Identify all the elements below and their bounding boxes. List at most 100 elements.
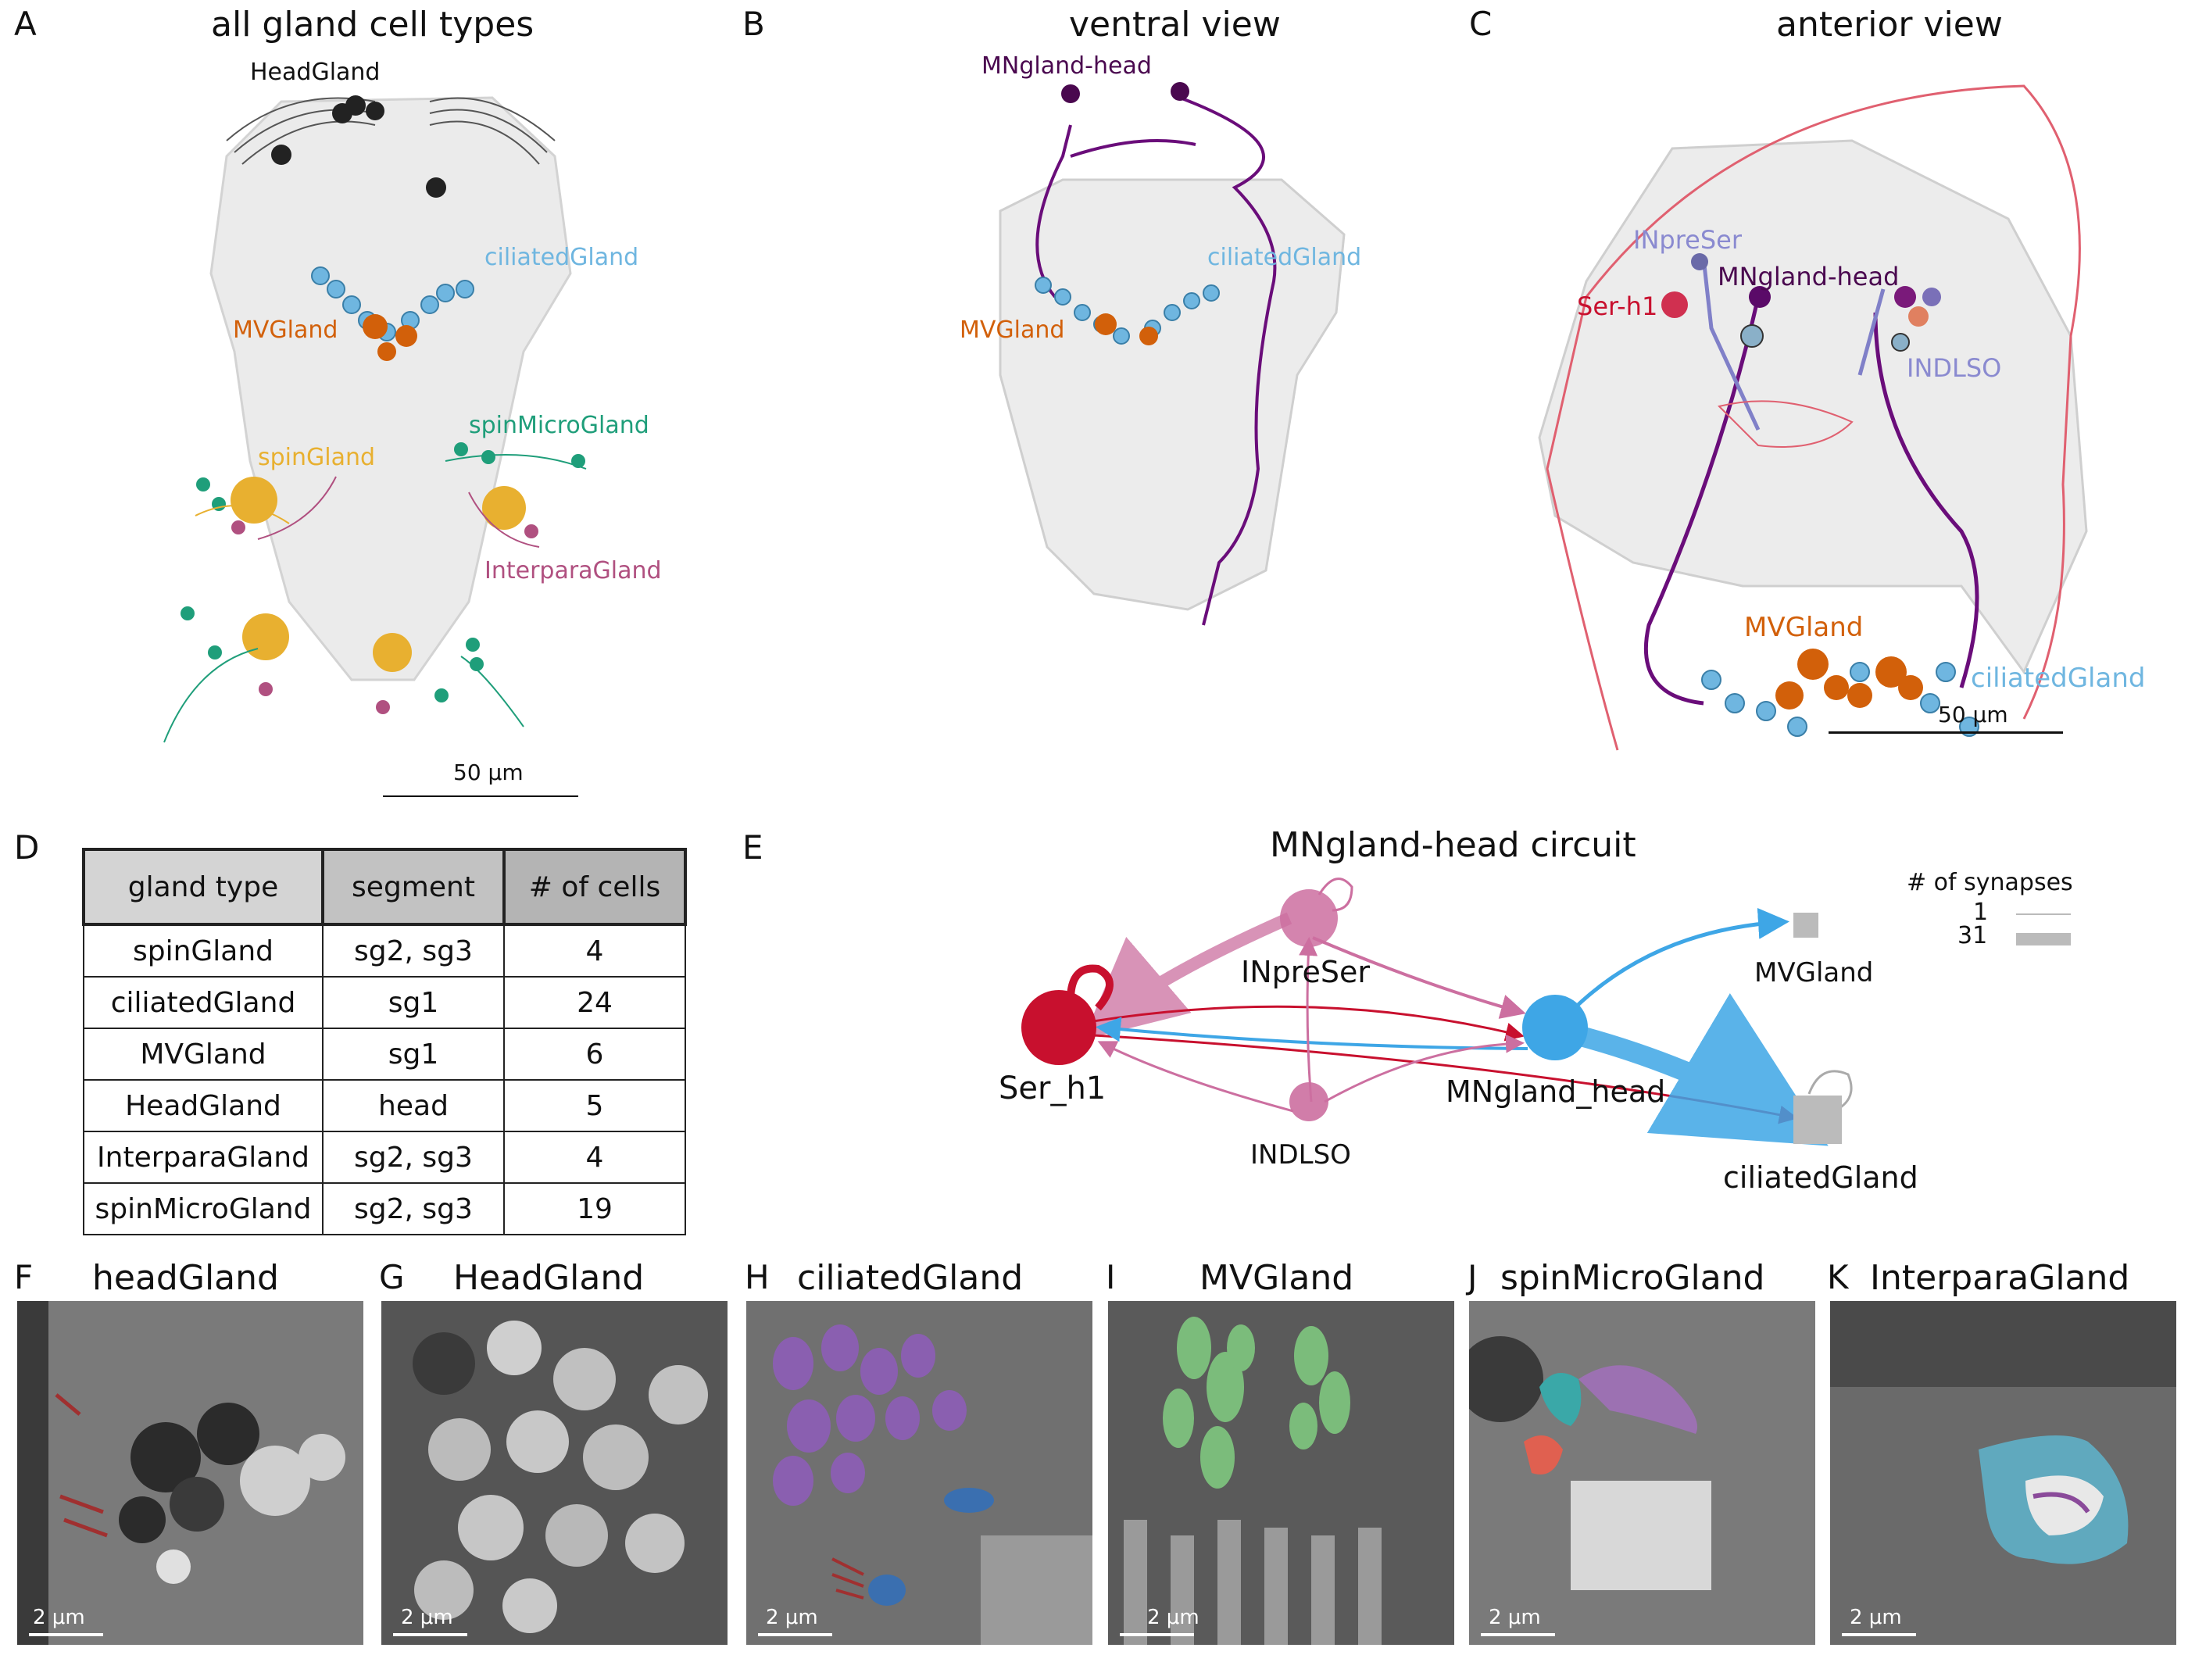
interpara-gland-cells [231, 520, 538, 714]
panel-g-letter: G [379, 1258, 405, 1296]
scale-text-h: 2 μm [766, 1606, 818, 1629]
scale-bar-a [383, 795, 578, 797]
panel-j-letter: J [1468, 1258, 1478, 1296]
node-ciliatedgland [1793, 1096, 1842, 1144]
edge-inpre-ser [1082, 912, 1292, 1040]
header-num-cells: # of cells [502, 848, 687, 926]
head-gland-cells [271, 95, 446, 198]
node-label-indlso: INDLSO [1250, 1139, 1351, 1171]
panel-k-title: InterparaGland [1870, 1258, 2130, 1298]
table-row: spinGland sg2, sg3 4 [83, 924, 686, 978]
table-row: MVGland sg1 6 [83, 1028, 686, 1081]
spin-micro-gland-cells [181, 442, 585, 702]
node-label-mngland-head: MNgland_head [1446, 1074, 1666, 1109]
cell: spinGland [83, 924, 324, 978]
header-segment: segment [321, 848, 506, 926]
label-mv-gland-b: MVGland [960, 316, 1065, 344]
scale-text-j: 2 μm [1489, 1606, 1541, 1629]
node-mvgland [1793, 913, 1818, 938]
table-row: InterparaGland sg2, sg3 4 [83, 1131, 686, 1184]
legend-max: 31 [1957, 922, 1988, 949]
scale-bar-c [1829, 731, 2063, 734]
em-image-f: 2 μm [17, 1301, 363, 1645]
panel-a-title: all gland cell types [211, 5, 534, 45]
mv-gland-cells [1095, 313, 1158, 345]
panel-c-title: anterior view [1776, 5, 2003, 45]
table-row: HeadGland head 5 [83, 1079, 686, 1132]
panel-c-figure [1538, 84, 2088, 751]
edge-ser-mn [1078, 1005, 1525, 1042]
panel-f-title: headGland [92, 1258, 279, 1298]
table-row: spinMicroGland sg2, sg3 19 [83, 1182, 686, 1235]
edge-mn-ser [1096, 1017, 1528, 1050]
label-mv-gland-c: MVGland [1744, 612, 1864, 643]
em-image-i: 2 μm [1108, 1301, 1454, 1645]
ser-left-loop [1546, 296, 1619, 751]
panel-e-title: MNgland-head circuit [1270, 825, 1636, 865]
header-gland-type: gland type [82, 848, 324, 926]
label-ciliated-gland: ciliatedGland [484, 244, 639, 271]
node-inpreser [1280, 889, 1338, 947]
edge-indlso-mn [1324, 1034, 1525, 1103]
cell: ciliatedGland [83, 976, 324, 1029]
label-interpara-gland: InterparaGland [484, 557, 662, 584]
panel-e-letter: E [742, 828, 763, 867]
scale-bar-h [758, 1633, 832, 1636]
panel-c-letter: C [1469, 5, 1493, 43]
self-loop-cil [1807, 1070, 1853, 1115]
label-ser-h1-c: Ser-h1 [1577, 291, 1658, 321]
self-loop-ser [1067, 964, 1114, 1011]
scale-text-i: 2 μm [1147, 1606, 1199, 1629]
body-outline [1538, 139, 2088, 674]
scale-text-f: 2 μm [33, 1606, 85, 1629]
em-image-j: 2 μm [1469, 1301, 1815, 1645]
em-image-h: 2 μm [746, 1301, 1092, 1645]
node-label-inpreser: INpreSer [1241, 955, 1371, 989]
panel-b-figure [999, 82, 1346, 626]
scale-bar-i [1120, 1633, 1194, 1636]
cell: 4 [503, 1131, 686, 1184]
circuit-graph [1021, 878, 2071, 1146]
cell: MVGland [83, 1028, 324, 1081]
label-spin-micro-gland: spinMicroGland [469, 412, 649, 439]
edge-mn-cil [1560, 993, 1829, 1146]
scale-text-c: 50 μm [1938, 702, 2008, 727]
label-head-gland: HeadGland [250, 59, 381, 86]
scale-bar-j [1481, 1633, 1555, 1636]
panel-j-title: spinMicroGland [1500, 1258, 1765, 1298]
scale-text-k: 2 μm [1850, 1606, 1902, 1629]
gland-table: gland type segment # of cells spinGland s… [82, 848, 687, 1235]
scale-bar-g [393, 1633, 467, 1636]
cell: 4 [503, 924, 686, 978]
node-mngland-head [1522, 995, 1588, 1060]
panel-h-title: ciliatedGland [797, 1258, 1024, 1298]
cell: sg1 [322, 1028, 505, 1081]
body-outline [209, 96, 572, 681]
scale-bar-f [29, 1633, 103, 1636]
label-mn-gland-head-c: MNgland-head [1718, 262, 1900, 291]
cell: spinMicroGland [83, 1182, 324, 1235]
cell: InterparaGland [83, 1131, 324, 1184]
label-mn-gland-head-b: MNgland-head [981, 52, 1152, 80]
edge-mn-mv [1573, 907, 1789, 1010]
gland-processes [163, 454, 587, 743]
panel-h-letter: H [745, 1258, 770, 1296]
ciliated-gland-cells-c [1701, 662, 1979, 737]
panel-i-title: MVGland [1199, 1258, 1354, 1298]
table-row: ciliatedGland sg1 24 [83, 976, 686, 1029]
legend-min: 1 [1973, 899, 1989, 926]
panel-b-letter: B [742, 5, 765, 43]
node-label-mvgland: MVGland [1754, 957, 1874, 988]
panel-i-letter: I [1106, 1258, 1116, 1296]
scale-bar-k [1842, 1633, 1916, 1636]
em-image-k: 2 μm [1830, 1301, 2176, 1645]
panel-d-letter: D [14, 828, 40, 867]
panel-a-figure [163, 95, 587, 797]
label-ciliated-gland-c: ciliatedGland [1971, 663, 2146, 694]
cell: 24 [503, 976, 686, 1029]
scale-text-a: 50 μm [453, 760, 524, 785]
cell: 6 [503, 1028, 686, 1081]
mv-gland-cells-c [1775, 649, 1923, 710]
edges [1067, 878, 1853, 1146]
cell: sg2, sg3 [322, 1182, 505, 1235]
